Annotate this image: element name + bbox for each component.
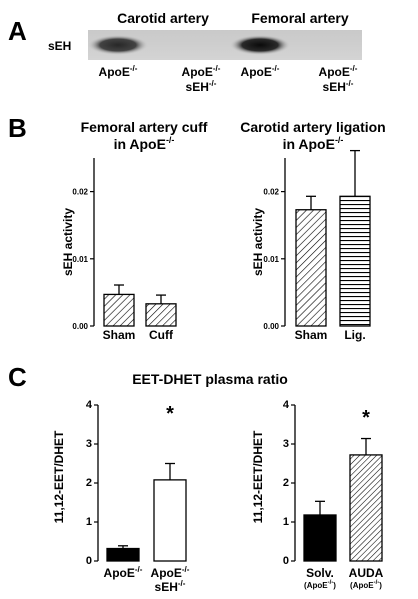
- y-axis-label: sEH activity: [61, 208, 75, 276]
- bar: [106, 547, 140, 562]
- western-blot: Carotid artery Femoral artery sEH ApoE-/…: [48, 10, 362, 94]
- bar-chart-4: 0123411,12-EET/DHETSolv.(ApoE-/-)AUDA(Ap…: [251, 399, 384, 590]
- bar-chart-2: 0.00 0.01 0.02 sEH activity Sham Lig.: [251, 149, 371, 342]
- blot-lane-label: ApoE-/-: [241, 64, 280, 79]
- bar: [153, 479, 187, 562]
- y-tick-label: 0.02: [72, 188, 88, 197]
- x-category-label-line2: sEH-/-: [155, 579, 186, 594]
- bar: [103, 293, 135, 327]
- y-axis-label: 11,12-EET/DHET: [251, 430, 265, 523]
- significance-star: *: [362, 407, 370, 429]
- panel-c-title: EET-DHET plasma ratio: [132, 371, 288, 387]
- y-axis-label: 11,12-EET/DHET: [52, 430, 66, 523]
- x-category-label: ApoE-/-: [151, 565, 190, 580]
- panel-b-right-title: Carotid artery ligation: [240, 119, 385, 135]
- significance-star: *: [166, 403, 174, 425]
- y-tick-label: 4: [283, 399, 290, 411]
- y-tick-label: 0.01: [263, 255, 279, 264]
- x-category-label: Solv.: [306, 566, 334, 580]
- x-category-label: ApoE-/-: [104, 565, 143, 580]
- y-tick-label: 4: [86, 399, 93, 411]
- bar-chart-1: 0.00 0.01 0.02 sEH activity Sham Cuff: [61, 158, 177, 342]
- y-tick-label: 1: [283, 516, 289, 528]
- blot-lane-label: ApoE-/-: [99, 64, 138, 79]
- y-tick-label: 0.00: [263, 322, 279, 331]
- panel-b-right-title-line2: in ApoE-/-: [283, 135, 344, 152]
- bar: [295, 209, 327, 327]
- blot-lane-label: ApoE-/-: [182, 64, 221, 79]
- blot-band: [88, 35, 148, 55]
- x-category-label: AUDA: [349, 566, 384, 580]
- x-category-label-line2: (ApoE-/-): [304, 580, 336, 590]
- bar: [303, 514, 337, 562]
- blot-group-label-femoral: Femoral artery: [251, 10, 348, 26]
- bar: [145, 303, 177, 327]
- bar: [349, 454, 383, 562]
- y-tick-label: 0.02: [263, 188, 279, 197]
- y-tick-label: 0.00: [72, 322, 88, 331]
- y-tick-label: 2: [86, 477, 92, 489]
- panel-letter-c: C: [8, 362, 27, 392]
- panel-letter-b: B: [8, 113, 27, 143]
- y-axis-label: sEH activity: [251, 208, 265, 276]
- blot-lane-label-line2: sEH-/-: [186, 79, 217, 94]
- panel-b-left-title: Femoral artery cuff: [81, 119, 208, 135]
- x-category-label: Sham: [295, 328, 328, 342]
- blot-group-label-carotid: Carotid artery: [117, 10, 209, 26]
- panel-letter-a: A: [8, 16, 27, 46]
- blot-band: [230, 35, 290, 55]
- y-tick-label: 2: [283, 477, 289, 489]
- blot-lane-label-line2: sEH-/-: [323, 79, 354, 94]
- x-category-label-line2: (ApoE-/-): [350, 580, 382, 590]
- y-tick-label: 0: [283, 555, 289, 567]
- y-tick-label: 0: [86, 555, 92, 567]
- x-category-label: Lig.: [344, 328, 365, 342]
- x-category-label: Cuff: [149, 328, 174, 342]
- blot-row-label: sEH: [48, 39, 71, 53]
- y-tick-label: 3: [283, 438, 289, 450]
- x-category-label: Sham: [103, 328, 136, 342]
- panel-b-left-title-line2: in ApoE-/-: [114, 135, 175, 152]
- y-tick-label: 3: [86, 438, 92, 450]
- blot-lane-label: ApoE-/-: [319, 64, 358, 79]
- y-tick-label: 0.01: [72, 255, 88, 264]
- bar: [339, 195, 371, 327]
- y-tick-label: 1: [86, 516, 92, 528]
